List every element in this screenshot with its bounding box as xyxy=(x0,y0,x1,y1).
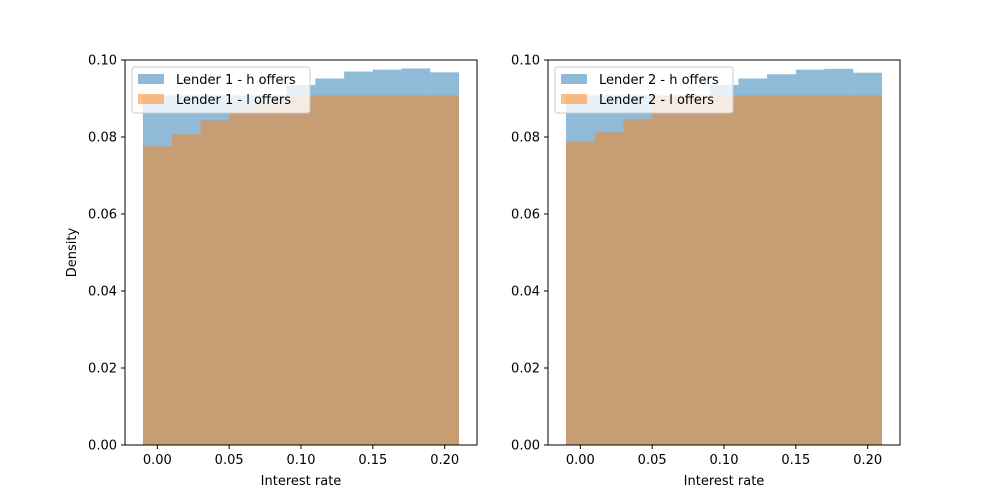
histogram-bar-l-offers-8 xyxy=(372,95,402,446)
y-tick-label: 0.06 xyxy=(511,208,540,223)
panel-lender-2: 0.00 0.05 0.10 0.15 0.20 0.000.020.040.060.0… xyxy=(511,54,901,489)
legend-lender-1: Lender 1 - h offers Lender 1 - l offers xyxy=(131,66,311,114)
histogram-bar-l-offers-0 xyxy=(565,141,595,445)
legend-lender-2: Lender 2 - h offers Lender 2 - l offers xyxy=(554,66,734,114)
histogram-bar-l-offers-2 xyxy=(623,118,653,445)
panel-lender-1: 0.00 0.05 0.10 0.15 0.20 0.000.020.040.060.0… xyxy=(65,54,478,489)
y-tick-label: 0.04 xyxy=(511,285,540,300)
legend-swatch-l-offers-lender-1 xyxy=(138,94,164,104)
histogram-bar-l-offers-3 xyxy=(652,95,681,446)
legend-box-lender-1 xyxy=(131,66,311,114)
histogram-bar-l-offers-0 xyxy=(142,146,172,446)
legend-label-h-offers-lender-2: Lender 2 - h offers xyxy=(599,73,719,88)
x-tick-label: 0.05 xyxy=(638,453,667,468)
histogram-bar-l-offers-1 xyxy=(171,134,201,445)
axes-frame-lender-2 xyxy=(547,59,901,446)
y-tick-label: 0.06 xyxy=(88,208,117,223)
histogram-bar-l-offers-10 xyxy=(430,95,460,446)
x-tick-label: 0.20 xyxy=(853,453,882,468)
x-axis-label-lender-2: Interest rate xyxy=(684,474,765,489)
bars-lender-2 xyxy=(565,68,883,446)
histogram-bar-l-offers-4 xyxy=(257,101,287,445)
y-tick-label: 0.10 xyxy=(511,54,540,69)
x-tick-label: 0.00 xyxy=(566,453,595,468)
histogram-bar-l-offers-2 xyxy=(200,120,230,445)
y-tick-label: 0.04 xyxy=(88,285,117,300)
legend-swatch-l-offers-lender-2 xyxy=(561,94,587,104)
histogram-bar-l-offers-7 xyxy=(767,95,796,446)
histogram-bar-l-offers-6 xyxy=(315,95,345,446)
histogram-bar-l-offers-5 xyxy=(286,95,316,446)
legend-box-lender-2 xyxy=(554,66,734,114)
legend-swatch-h-offers-lender-2 xyxy=(561,74,587,84)
x-tick-label: 0.15 xyxy=(781,453,810,468)
histogram-bar-l-offers-10 xyxy=(853,95,883,446)
x-ticks-lender-2: 0.00 0.05 0.10 0.15 0.20 xyxy=(566,445,882,468)
y-ticks-lender-1: 0.00 0.02 0.04 0.06 0.08 0.10 xyxy=(88,54,125,454)
histogram-bar-l-offers-5 xyxy=(709,95,739,446)
x-tick-label: 0.10 xyxy=(287,453,316,468)
y-ticks-lender-2: 0.00 0.02 0.04 0.06 0.08 0.10 xyxy=(511,54,548,454)
histogram-bar-l-offers-8 xyxy=(795,95,825,446)
x-tick-label: 0.10 xyxy=(710,453,739,468)
y-axis-label-lender-1: Density xyxy=(65,227,80,277)
y-tick-label: 0.02 xyxy=(88,362,117,377)
x-tick-label: 0.20 xyxy=(430,453,459,468)
histogram-bar-l-offers-9 xyxy=(824,95,854,446)
axes-frame-lender-1 xyxy=(124,59,478,446)
y-tick-label: 0.08 xyxy=(88,131,117,146)
legend-label-h-offers-lender-1: Lender 1 - h offers xyxy=(176,73,296,88)
bars-lender-1 xyxy=(142,68,460,446)
y-tick-label: 0.02 xyxy=(511,362,540,377)
legend-label-l-offers-lender-1: Lender 1 - l offers xyxy=(176,93,291,108)
legend-label-l-offers-lender-2: Lender 2 - l offers xyxy=(599,93,714,108)
histogram-bar-l-offers-4 xyxy=(680,95,710,446)
x-tick-label: 0.15 xyxy=(358,453,387,468)
histogram-bar-l-offers-6 xyxy=(738,95,768,446)
x-ticks-lender-1: 0.00 0.05 0.10 0.15 0.20 xyxy=(143,445,459,468)
histogram-bar-l-offers-3 xyxy=(229,108,258,445)
legend-swatch-h-offers-lender-1 xyxy=(138,74,164,84)
histogram-bar-l-offers-7 xyxy=(344,95,373,446)
x-tick-label: 0.05 xyxy=(215,453,244,468)
y-tick-label: 0.00 xyxy=(88,439,117,454)
x-axis-label-lender-1: Interest rate xyxy=(261,474,342,489)
y-tick-label: 0.00 xyxy=(511,439,540,454)
histogram-bar-l-offers-9 xyxy=(401,95,431,446)
y-tick-label: 0.10 xyxy=(88,54,117,69)
y-tick-label: 0.08 xyxy=(511,131,540,146)
x-tick-label: 0.00 xyxy=(143,453,172,468)
histogram-bar-l-offers-1 xyxy=(594,132,624,445)
